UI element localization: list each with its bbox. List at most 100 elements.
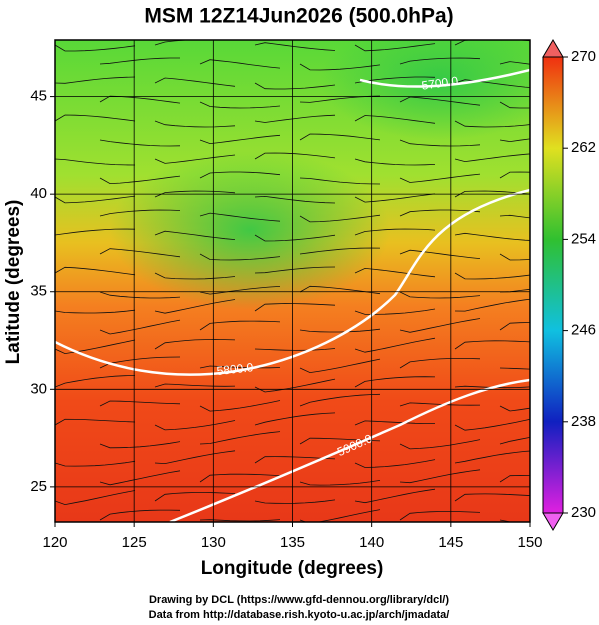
streamline <box>99 175 181 185</box>
streamline <box>354 158 436 166</box>
streamline <box>99 509 181 521</box>
streamline <box>154 190 236 198</box>
colorbar-arrow <box>542 512 564 531</box>
y-axis-label: Latitude (degrees) <box>3 200 24 365</box>
streamline <box>499 171 530 179</box>
streamline <box>499 475 530 483</box>
streamline <box>354 43 436 52</box>
colorbar: 230 238 246 254 262 270 <box>542 39 596 531</box>
streamline <box>254 378 336 393</box>
streamline <box>354 267 436 278</box>
streamline <box>55 195 136 204</box>
streamline <box>55 266 136 276</box>
streamline <box>99 356 181 369</box>
streamline <box>399 357 481 369</box>
streamline <box>154 338 236 350</box>
streamline <box>454 340 530 350</box>
colorbar-tick-label: 270 <box>571 48 596 65</box>
streamline <box>454 450 530 464</box>
streamline <box>55 44 136 52</box>
colorbar-arrow <box>542 39 564 58</box>
streamline <box>399 209 481 217</box>
contour-label: 5800.0 <box>216 360 254 378</box>
streamline <box>154 272 236 280</box>
x-tick-label: 140 <box>359 534 384 551</box>
streamline <box>55 460 136 467</box>
colorbar-tick-label: 254 <box>571 230 596 247</box>
streamline <box>499 101 530 109</box>
streamline <box>99 319 181 335</box>
streamline <box>99 291 181 299</box>
axes: 120 125 130 135 140 145 150 25 30 35 40 45 <box>30 40 543 551</box>
y-tick-label: 45 <box>30 88 47 105</box>
streamline <box>454 418 530 431</box>
streamline <box>399 402 481 407</box>
streamline <box>55 76 136 84</box>
streamline <box>154 492 236 502</box>
streamline <box>354 228 436 236</box>
streamline <box>99 209 181 217</box>
streamline <box>154 77 236 87</box>
streamline <box>499 436 530 445</box>
streamline <box>499 405 530 412</box>
streamline <box>254 348 336 351</box>
colorbar-body <box>542 56 564 514</box>
streamline <box>454 120 530 128</box>
x-tick-label: 120 <box>42 534 67 551</box>
streamline <box>399 511 481 521</box>
contour-line <box>55 188 530 376</box>
streamline <box>499 138 530 143</box>
streamline <box>254 82 336 90</box>
streamline <box>254 303 336 312</box>
streamline <box>254 412 336 426</box>
contour-line <box>359 68 530 88</box>
credit-line: Drawing by DCL (https://www.gfd-dennou.o… <box>149 594 449 606</box>
streamline <box>299 509 381 522</box>
streamline <box>354 376 436 388</box>
streamline <box>454 79 530 88</box>
streamline <box>154 154 236 164</box>
credit-line: Data from http://database.rish.kyoto-u.a… <box>149 609 450 621</box>
x-tick-label: 135 <box>280 534 305 551</box>
streamline <box>399 96 481 106</box>
streamline <box>55 158 136 166</box>
y-tick-label: 25 <box>30 478 47 495</box>
streamline <box>399 57 481 65</box>
streamline <box>254 42 336 51</box>
streamline <box>154 40 235 46</box>
streamline <box>399 249 481 259</box>
streamline <box>354 308 436 315</box>
streamline <box>154 450 236 465</box>
streamline <box>55 114 136 122</box>
contour-label: 5700.0 <box>421 74 460 93</box>
streamline <box>499 214 530 219</box>
y-tick-label: 40 <box>30 185 47 202</box>
streamline <box>399 173 481 183</box>
streamline <box>254 114 336 123</box>
streamline <box>499 367 530 370</box>
x-tick-label: 150 <box>517 534 542 551</box>
streamline <box>55 490 136 506</box>
streamline <box>454 232 530 241</box>
colorbar-tick-label: 238 <box>571 413 596 430</box>
streamline <box>154 383 236 388</box>
streamline <box>154 120 236 128</box>
streamline <box>299 358 381 374</box>
streamline <box>299 63 381 71</box>
y-tick-label: 35 <box>30 283 47 300</box>
streamline <box>399 318 481 333</box>
streamline <box>55 375 136 388</box>
streamline <box>354 420 436 426</box>
streamline <box>454 272 530 280</box>
streamline <box>399 139 481 147</box>
streamline <box>99 248 181 258</box>
streamline <box>354 193 436 203</box>
streamline <box>499 61 530 65</box>
streamline <box>454 493 530 502</box>
streamline <box>254 499 336 504</box>
streamline <box>399 469 481 484</box>
streamline <box>299 393 381 407</box>
streamline <box>254 195 336 204</box>
streamline <box>299 133 381 141</box>
